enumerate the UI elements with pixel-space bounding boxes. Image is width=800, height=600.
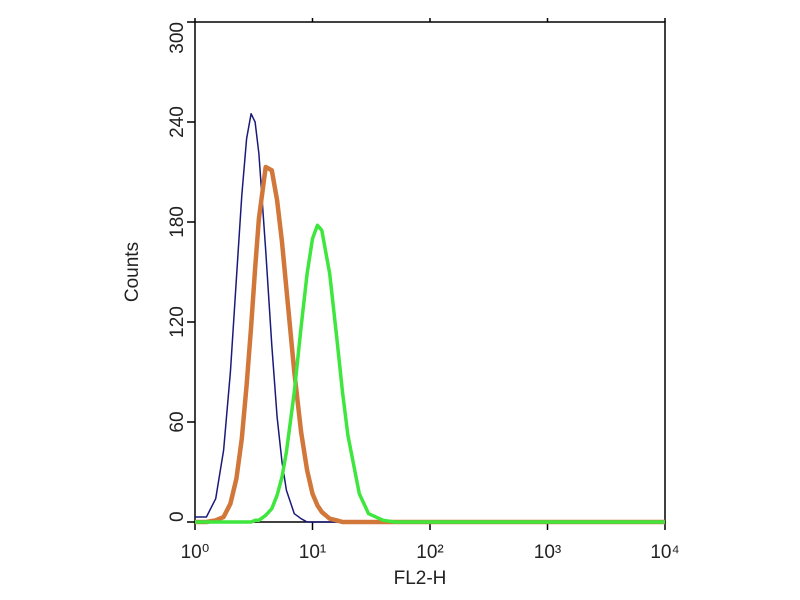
histogram-line	[195, 223, 665, 524]
y-tick-label: 120	[167, 306, 188, 338]
x-tick-label: 10³	[534, 542, 561, 563]
y-tick-label: 180	[167, 206, 188, 238]
y-tick-label: 0	[167, 511, 188, 522]
x-tick-label: 10²	[416, 542, 443, 563]
y-tick-label: 240	[167, 106, 188, 138]
y-tick-label: 300	[167, 22, 188, 54]
x-tick-label: 10⁴	[650, 542, 679, 563]
x-tick-label: 10¹	[299, 542, 326, 563]
x-tick-label: 10⁰	[181, 542, 210, 563]
y-tick-label: 60	[167, 411, 188, 432]
x-axis-label: FL2-H	[394, 568, 447, 589]
y-axis-label: Counts	[122, 242, 143, 302]
